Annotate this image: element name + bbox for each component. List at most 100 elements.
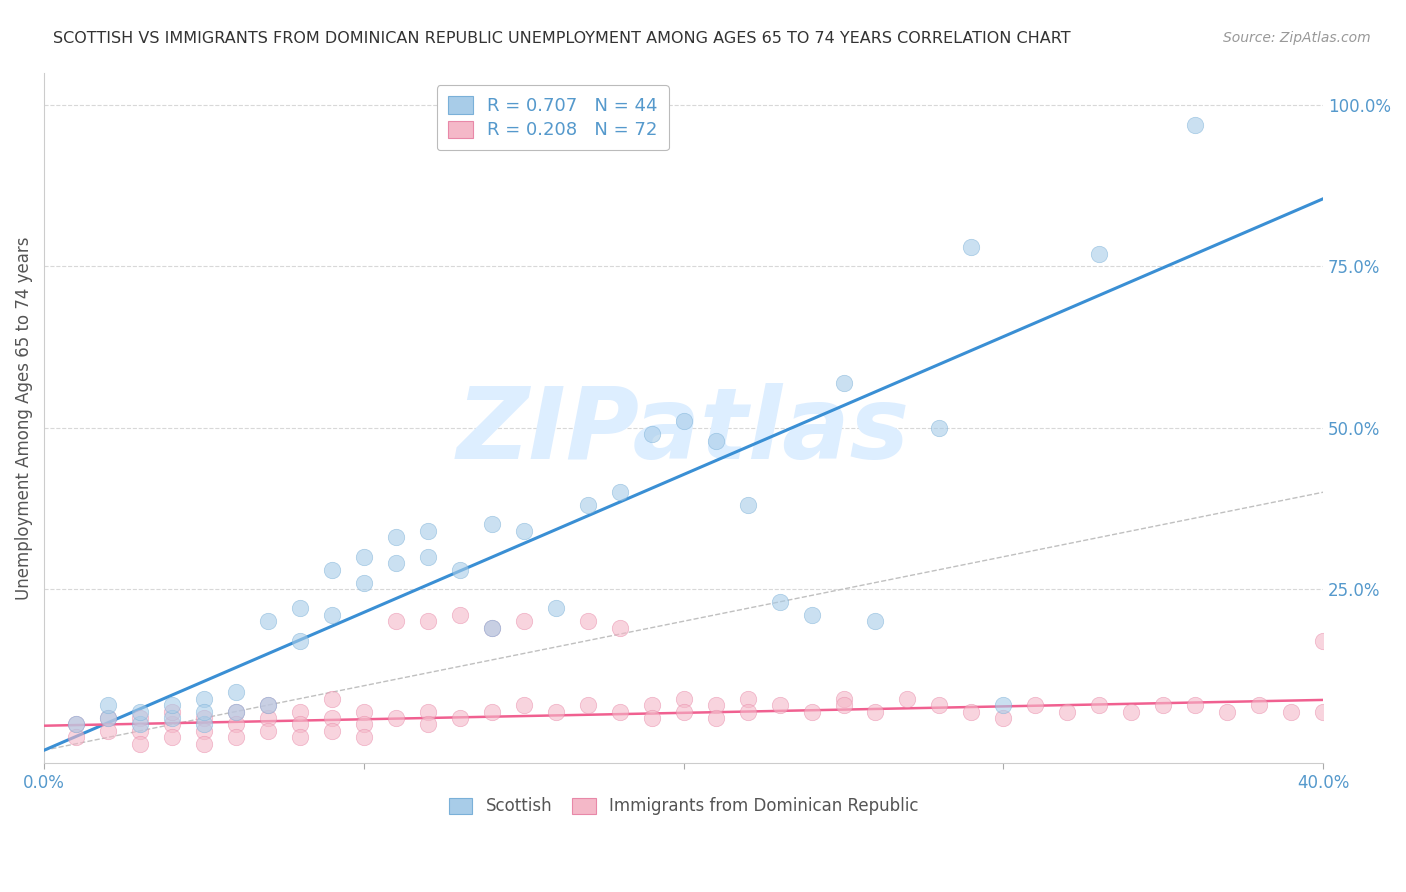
- Point: [129, 717, 152, 731]
- Point: [160, 698, 183, 712]
- Point: [737, 498, 759, 512]
- Point: [385, 711, 408, 725]
- Point: [160, 711, 183, 725]
- Point: [225, 717, 247, 731]
- Point: [257, 723, 280, 738]
- Point: [129, 723, 152, 738]
- Point: [416, 549, 439, 564]
- Point: [288, 705, 311, 719]
- Legend: Scottish, Immigrants from Dominican Republic: Scottish, Immigrants from Dominican Repu…: [440, 789, 927, 824]
- Point: [704, 434, 727, 448]
- Point: [544, 705, 567, 719]
- Point: [193, 717, 215, 731]
- Point: [257, 711, 280, 725]
- Point: [97, 698, 120, 712]
- Point: [672, 691, 695, 706]
- Point: [449, 607, 471, 622]
- Point: [288, 717, 311, 731]
- Point: [640, 711, 662, 725]
- Point: [1121, 705, 1143, 719]
- Point: [481, 621, 503, 635]
- Point: [544, 601, 567, 615]
- Point: [321, 723, 343, 738]
- Point: [416, 524, 439, 538]
- Point: [416, 614, 439, 628]
- Point: [800, 705, 823, 719]
- Point: [960, 705, 983, 719]
- Point: [225, 705, 247, 719]
- Point: [928, 698, 950, 712]
- Point: [1024, 698, 1046, 712]
- Point: [1249, 698, 1271, 712]
- Point: [481, 621, 503, 635]
- Point: [576, 498, 599, 512]
- Text: Source: ZipAtlas.com: Source: ZipAtlas.com: [1223, 31, 1371, 45]
- Point: [193, 705, 215, 719]
- Point: [193, 711, 215, 725]
- Point: [481, 517, 503, 532]
- Point: [672, 705, 695, 719]
- Point: [1279, 705, 1302, 719]
- Point: [737, 691, 759, 706]
- Point: [609, 485, 631, 500]
- Text: ZIPatlas: ZIPatlas: [457, 384, 910, 481]
- Point: [1056, 705, 1078, 719]
- Point: [385, 614, 408, 628]
- Point: [385, 530, 408, 544]
- Point: [832, 376, 855, 390]
- Point: [160, 731, 183, 745]
- Point: [321, 607, 343, 622]
- Point: [257, 698, 280, 712]
- Point: [1312, 705, 1334, 719]
- Point: [129, 705, 152, 719]
- Point: [416, 717, 439, 731]
- Point: [768, 698, 790, 712]
- Point: [385, 556, 408, 570]
- Point: [960, 240, 983, 254]
- Point: [1216, 705, 1239, 719]
- Point: [97, 711, 120, 725]
- Point: [768, 595, 790, 609]
- Point: [993, 698, 1015, 712]
- Point: [865, 614, 887, 628]
- Point: [513, 524, 536, 538]
- Point: [225, 731, 247, 745]
- Point: [416, 705, 439, 719]
- Point: [321, 711, 343, 725]
- Point: [481, 705, 503, 719]
- Point: [832, 691, 855, 706]
- Point: [993, 711, 1015, 725]
- Y-axis label: Unemployment Among Ages 65 to 74 years: Unemployment Among Ages 65 to 74 years: [15, 236, 32, 599]
- Point: [257, 698, 280, 712]
- Point: [640, 698, 662, 712]
- Point: [193, 723, 215, 738]
- Point: [353, 717, 375, 731]
- Point: [609, 705, 631, 719]
- Point: [193, 691, 215, 706]
- Point: [576, 614, 599, 628]
- Point: [129, 737, 152, 751]
- Point: [513, 698, 536, 712]
- Point: [225, 705, 247, 719]
- Point: [704, 698, 727, 712]
- Point: [97, 723, 120, 738]
- Point: [928, 421, 950, 435]
- Point: [640, 427, 662, 442]
- Point: [449, 711, 471, 725]
- Point: [704, 711, 727, 725]
- Point: [672, 414, 695, 428]
- Point: [896, 691, 918, 706]
- Point: [288, 601, 311, 615]
- Point: [576, 698, 599, 712]
- Point: [1184, 118, 1206, 132]
- Point: [1088, 246, 1111, 260]
- Point: [321, 563, 343, 577]
- Point: [65, 717, 87, 731]
- Point: [257, 614, 280, 628]
- Point: [288, 731, 311, 745]
- Point: [737, 705, 759, 719]
- Point: [1088, 698, 1111, 712]
- Point: [65, 717, 87, 731]
- Point: [193, 737, 215, 751]
- Point: [97, 711, 120, 725]
